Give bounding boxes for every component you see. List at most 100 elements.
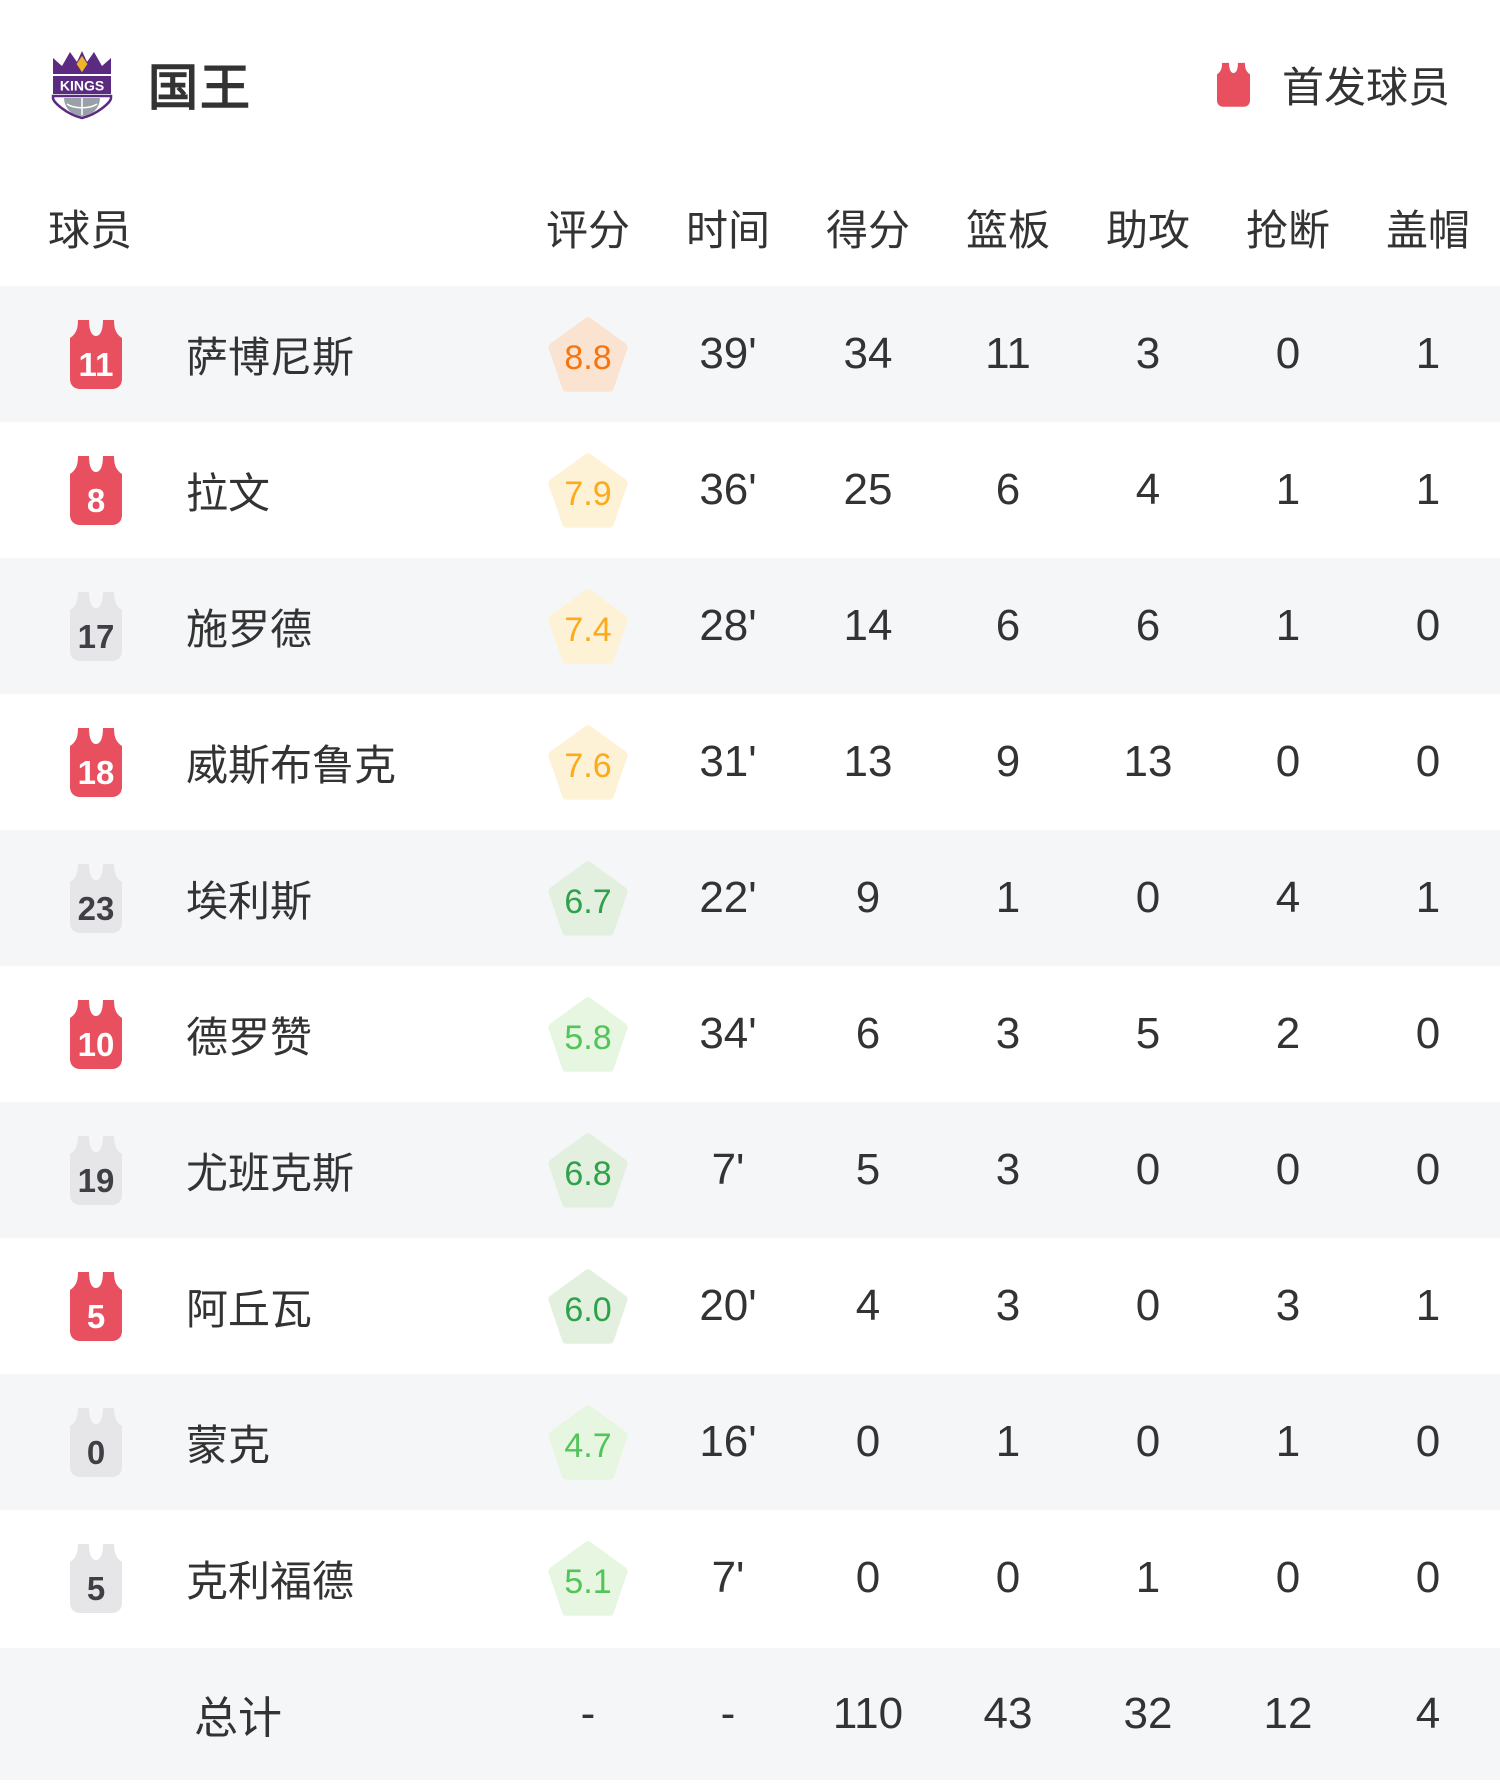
player-cell: 23 埃利斯 (48, 861, 518, 935)
total-blocks: 4 (1415, 1689, 1441, 1738)
stat-assists: 0 (1135, 1145, 1161, 1194)
total-stats: - - 110 43 32 12 4 (518, 1689, 1498, 1739)
player-row[interactable]: 19 尤班克斯 6.8 7' 5 3 0 0 0 (0, 1102, 1500, 1238)
stat-blocks: 1 (1415, 1281, 1441, 1330)
stat-points: 25 (843, 465, 893, 514)
stat-steals: 0 (1275, 737, 1301, 786)
rating-value: 7.6 (564, 747, 612, 785)
player-row[interactable]: 5 克利福德 5.1 7' 0 0 1 0 0 (0, 1510, 1500, 1646)
starter-jersey-icon: 5 (61, 1269, 131, 1343)
stat-time: 36' (699, 465, 757, 514)
jersey-number: 17 (77, 618, 115, 655)
rating-cell: 7.4 (518, 588, 658, 665)
starter-jersey-icon: 8 (61, 453, 131, 527)
stat-blocks: 0 (1415, 601, 1441, 650)
player-row[interactable]: 10 德罗赞 5.8 34' 6 3 5 2 0 (0, 966, 1500, 1102)
player-row[interactable]: 0 蒙克 4.7 16' 0 1 0 1 0 (0, 1374, 1500, 1510)
total-assists: 32 (1123, 1689, 1173, 1738)
stat-blocks: 0 (1415, 737, 1441, 786)
total-row: 总计 - - 110 43 32 12 4 (0, 1648, 1500, 1780)
total-rating: - (580, 1689, 596, 1738)
stat-assists: 0 (1135, 1281, 1161, 1330)
player-row[interactable]: 23 埃利斯 6.7 22' 9 1 0 4 1 (0, 830, 1500, 966)
rating-cell: 5.8 (518, 996, 658, 1073)
bench-jersey-icon: 17 (61, 589, 131, 663)
starter-legend-label: 首发球员 (1281, 63, 1450, 111)
stat-rebounds: 1 (995, 1417, 1021, 1466)
bench-jersey-icon: 23 (61, 861, 131, 935)
bench-jersey-icon: 19 (61, 1133, 131, 1207)
stat-rebounds: 11 (985, 329, 1031, 378)
svg-text:KINGS: KINGS (60, 78, 104, 94)
stat-time: 22' (699, 873, 757, 922)
rating-cell: 6.8 (518, 1132, 658, 1209)
jersey-number: 11 (78, 346, 114, 383)
col-assists: 助攻 (1105, 206, 1190, 254)
player-row[interactable]: 5 阿丘瓦 6.0 20' 4 3 0 3 1 (0, 1238, 1500, 1374)
rating-badge: 4.7 (548, 1404, 628, 1481)
player-cell: 5 阿丘瓦 (48, 1269, 518, 1343)
rating-badge: 6.8 (548, 1132, 628, 1209)
col-player: 球员 (48, 206, 133, 254)
rating-value: 5.8 (564, 1019, 612, 1057)
jersey-number: 18 (77, 754, 115, 791)
stat-column-headers: 评分 时间 得分 篮板 助攻 抢断 盖帽 (518, 197, 1498, 258)
team-identity: KINGS 国王 (50, 48, 252, 120)
player-row[interactable]: 17 施罗德 7.4 28' 14 6 6 1 0 (0, 558, 1500, 694)
jersey-number: 23 (77, 890, 115, 927)
player-cell: 5 克利福德 (48, 1541, 518, 1615)
player-name: 德罗赞 (186, 1013, 313, 1061)
total-steals: 12 (1263, 1689, 1313, 1738)
jersey-number: 5 (86, 1570, 106, 1607)
jersey-number: 10 (77, 1026, 115, 1063)
stat-assists: 3 (1135, 329, 1161, 378)
rating-value: 5.1 (564, 1563, 612, 1601)
starter-jersey-icon (1216, 62, 1250, 107)
starter-jersey-icon: 18 (61, 725, 131, 799)
stat-assists: 13 (1123, 737, 1173, 786)
rating-badge: 6.0 (548, 1268, 628, 1345)
player-cell: 11 萨博尼斯 (48, 317, 518, 391)
rating-cell: 7.9 (518, 452, 658, 529)
rating-badge: 7.4 (548, 588, 628, 665)
stat-time: 39' (699, 329, 757, 378)
stat-steals: 0 (1275, 1145, 1301, 1194)
player-name: 拉文 (186, 469, 271, 517)
player-name: 阿丘瓦 (186, 1285, 313, 1333)
player-row[interactable]: 8 拉文 7.9 36' 25 6 4 1 1 (0, 422, 1500, 558)
rating-value: 6.0 (564, 1291, 612, 1329)
stat-blocks: 1 (1415, 873, 1441, 922)
stat-time: 28' (699, 601, 757, 650)
col-rating: 评分 (545, 206, 630, 254)
rating-badge: 8.8 (548, 316, 628, 393)
player-row[interactable]: 18 威斯布鲁克 7.6 31' 13 9 13 0 0 (0, 694, 1500, 830)
player-name: 尤班克斯 (186, 1149, 355, 1197)
starter-jersey-icon: 10 (61, 997, 131, 1071)
stat-assists: 6 (1135, 601, 1161, 650)
stat-assists: 0 (1135, 873, 1161, 922)
stat-time: 31' (699, 737, 757, 786)
rating-value: 4.7 (564, 1427, 612, 1465)
stat-steals: 3 (1275, 1281, 1301, 1330)
col-rebounds: 篮板 (965, 206, 1050, 254)
kings-logo: KINGS (51, 51, 113, 120)
player-cell: 19 尤班克斯 (48, 1133, 518, 1207)
total-points: 110 (832, 1689, 904, 1738)
stat-steals: 1 (1275, 1417, 1301, 1466)
rating-badge: 6.7 (548, 860, 628, 937)
player-row[interactable]: 11 萨博尼斯 8.8 39' 34 11 3 0 1 (0, 286, 1500, 422)
stat-time: 34' (699, 1009, 757, 1058)
player-name: 埃利斯 (186, 877, 313, 925)
stat-steals: 4 (1275, 873, 1301, 922)
total-time: - (720, 1689, 736, 1738)
stat-points: 0 (855, 1417, 881, 1466)
stat-points: 6 (855, 1009, 881, 1058)
stat-steals: 1 (1275, 601, 1301, 650)
player-name: 蒙克 (186, 1421, 271, 1469)
table-column-header: 球员 评分 时间 得分 篮板 助攻 抢断 盖帽 (0, 204, 1500, 254)
bench-jersey-icon: 0 (61, 1405, 131, 1479)
stat-rebounds: 6 (995, 601, 1021, 650)
rating-value: 6.8 (564, 1155, 612, 1193)
stat-steals: 1 (1275, 465, 1301, 514)
stat-blocks: 0 (1415, 1009, 1441, 1058)
